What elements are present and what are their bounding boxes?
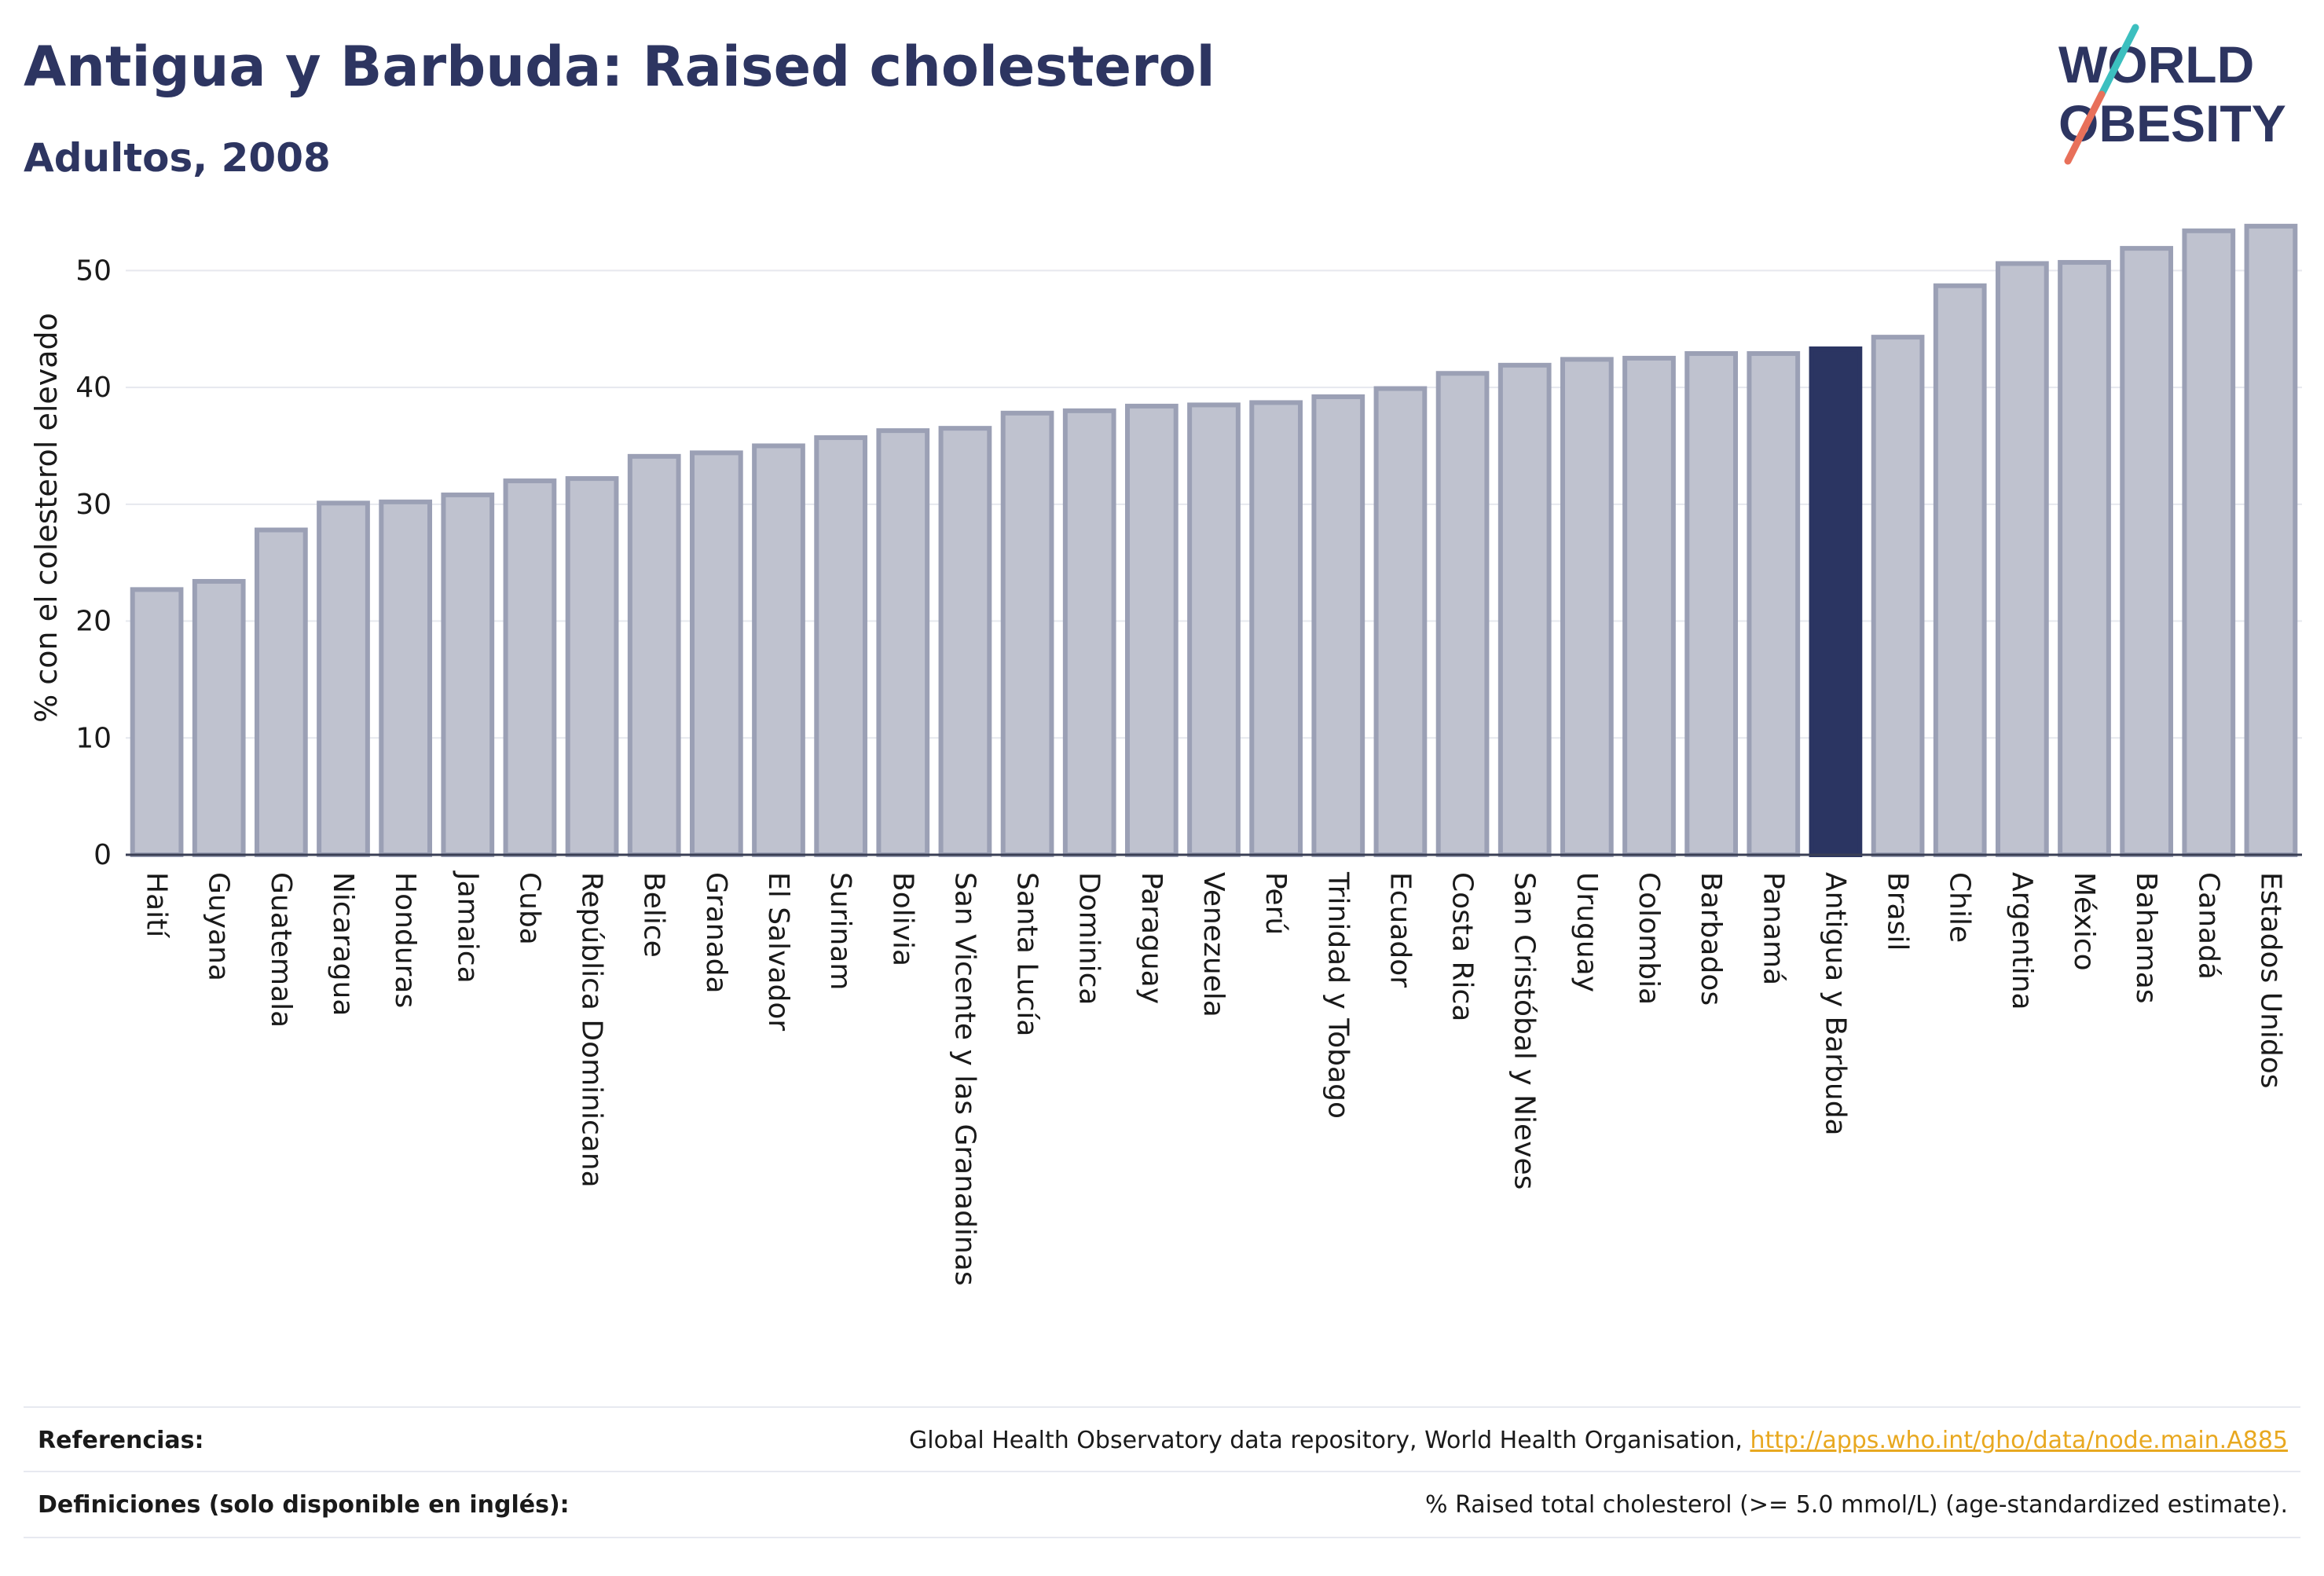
footer-references-row: Referencias: Global Health Observatory d… bbox=[24, 1406, 2300, 1472]
bar bbox=[1187, 402, 1241, 857]
bar bbox=[1124, 403, 1178, 857]
bar bbox=[627, 453, 681, 858]
x-tick-label: Chile bbox=[1944, 872, 1976, 943]
bar bbox=[1684, 350, 1739, 857]
x-tick-label: Trinidad y Tobago bbox=[1321, 871, 1354, 1119]
bar bbox=[1062, 408, 1116, 857]
x-tick-label: Honduras bbox=[389, 872, 421, 1008]
x-tick-label: Perú bbox=[1259, 872, 1292, 935]
y-tick-label: 30 bbox=[75, 489, 112, 521]
bar bbox=[1622, 355, 1676, 857]
x-tick-label: Barbados bbox=[1695, 872, 1727, 1006]
chart-title: Antigua y Barbuda: Raised cholesterol bbox=[24, 35, 1215, 99]
footer-definitions-row: Definiciones (solo disponible en inglés)… bbox=[24, 1471, 2300, 1538]
definitions-label: Definiciones (solo disponible en inglés)… bbox=[38, 1491, 570, 1519]
bar bbox=[1311, 394, 1365, 858]
x-tick-label: San Vicente y las Granadinas bbox=[948, 872, 981, 1286]
y-tick-label: 10 bbox=[75, 722, 112, 754]
y-tick-label: 20 bbox=[75, 606, 112, 638]
bar bbox=[1373, 386, 1428, 857]
x-tick-label: Guatemala bbox=[265, 872, 297, 1028]
x-tick-label: San Cristóbal y Nieves bbox=[1508, 872, 1541, 1189]
bar bbox=[2244, 223, 2298, 857]
bar bbox=[2182, 228, 2236, 857]
references-link[interactable]: http://apps.who.int/gho/data/node.main.A… bbox=[1750, 1427, 2288, 1454]
bar bbox=[938, 426, 992, 857]
bar bbox=[441, 492, 495, 857]
x-tick-label: Estados Unidos bbox=[2254, 872, 2286, 1089]
bar bbox=[1249, 400, 1303, 857]
world-obesity-logo: WORLD OBESITY bbox=[2058, 24, 2286, 165]
y-tick-label: 50 bbox=[75, 255, 112, 287]
x-tick-label: República Dominicana bbox=[576, 872, 608, 1188]
bar bbox=[503, 478, 557, 858]
y-tick-label: 0 bbox=[93, 839, 112, 871]
bar bbox=[192, 578, 246, 858]
bar bbox=[2120, 246, 2174, 857]
bar bbox=[1497, 362, 1552, 858]
bar bbox=[752, 443, 805, 857]
x-tick-label: Bolivia bbox=[886, 872, 918, 966]
references-label: Referencias: bbox=[38, 1427, 204, 1454]
bar bbox=[1435, 371, 1490, 857]
x-tick-label: Uruguay bbox=[1571, 872, 1603, 992]
bar bbox=[317, 500, 370, 858]
x-tick-label: México bbox=[2068, 872, 2100, 971]
x-tick-label: Cuba bbox=[513, 872, 545, 945]
x-tick-label: Panamá bbox=[1757, 872, 1789, 985]
bar bbox=[2058, 259, 2111, 858]
x-tick-label: Costa Rica bbox=[1446, 872, 1479, 1021]
x-tick-label: Brasil bbox=[1882, 872, 1914, 951]
x-tick-label: Granada bbox=[700, 872, 732, 994]
logo-slash-teal bbox=[2098, 24, 2139, 98]
x-tick-label: Surinam bbox=[824, 872, 856, 990]
bar-highlight bbox=[1809, 346, 1863, 857]
bar bbox=[1747, 350, 1801, 857]
bar bbox=[1871, 335, 1925, 857]
bar bbox=[254, 527, 308, 858]
x-tick-label: Guyana bbox=[203, 872, 235, 981]
x-tick-label: Paraguay bbox=[1135, 872, 1167, 1004]
bar bbox=[1933, 283, 1987, 857]
bar bbox=[130, 587, 184, 857]
x-tick-label: Nicaragua bbox=[327, 872, 359, 1016]
bar bbox=[876, 428, 930, 857]
bar bbox=[379, 499, 433, 857]
bar-chart: 0 10 20 30 40 50 % con el colesterol elevado Ha… bbox=[29, 223, 2302, 1286]
bar bbox=[1995, 261, 2049, 857]
y-tick-label: 40 bbox=[75, 372, 112, 404]
chart-subtitle: Adultos, 2008 bbox=[24, 135, 331, 181]
x-tick-label: Belice bbox=[638, 872, 670, 958]
y-axis-label: % con el colesterol elevado bbox=[29, 313, 64, 723]
references-text: Global Health Observatory data repositor… bbox=[909, 1427, 1750, 1454]
bar bbox=[1560, 357, 1614, 857]
references-value: Global Health Observatory data repositor… bbox=[909, 1427, 2288, 1454]
x-tick-label: Bahamas bbox=[2130, 872, 2162, 1004]
x-tick-label: Venezuela bbox=[1197, 872, 1230, 1017]
definitions-value: % Raised total cholesterol (>= 5.0 mmol/… bbox=[1425, 1491, 2288, 1519]
bar bbox=[814, 435, 868, 857]
x-tick-label: Colombia bbox=[1633, 872, 1665, 1005]
bar bbox=[689, 450, 743, 857]
x-tick-label: Dominica bbox=[1073, 872, 1105, 1006]
x-tick-label: Argentina bbox=[2006, 872, 2038, 1010]
bar bbox=[565, 476, 619, 858]
x-tick-label: Canadá bbox=[2192, 872, 2224, 980]
x-tick-label: Haití bbox=[141, 872, 173, 938]
logo-slash-coral bbox=[2064, 90, 2106, 165]
x-tick-label: Santa Lucía bbox=[1011, 872, 1043, 1036]
x-tick-label: Antigua y Barbuda bbox=[1819, 872, 1851, 1136]
bar bbox=[1000, 410, 1054, 857]
x-tick-label: Ecuador bbox=[1384, 872, 1416, 988]
logo-line1: WORLD bbox=[2058, 35, 2254, 93]
x-tick-label: El Salvador bbox=[762, 872, 794, 1031]
x-tick-label: Jamaica bbox=[451, 870, 483, 984]
